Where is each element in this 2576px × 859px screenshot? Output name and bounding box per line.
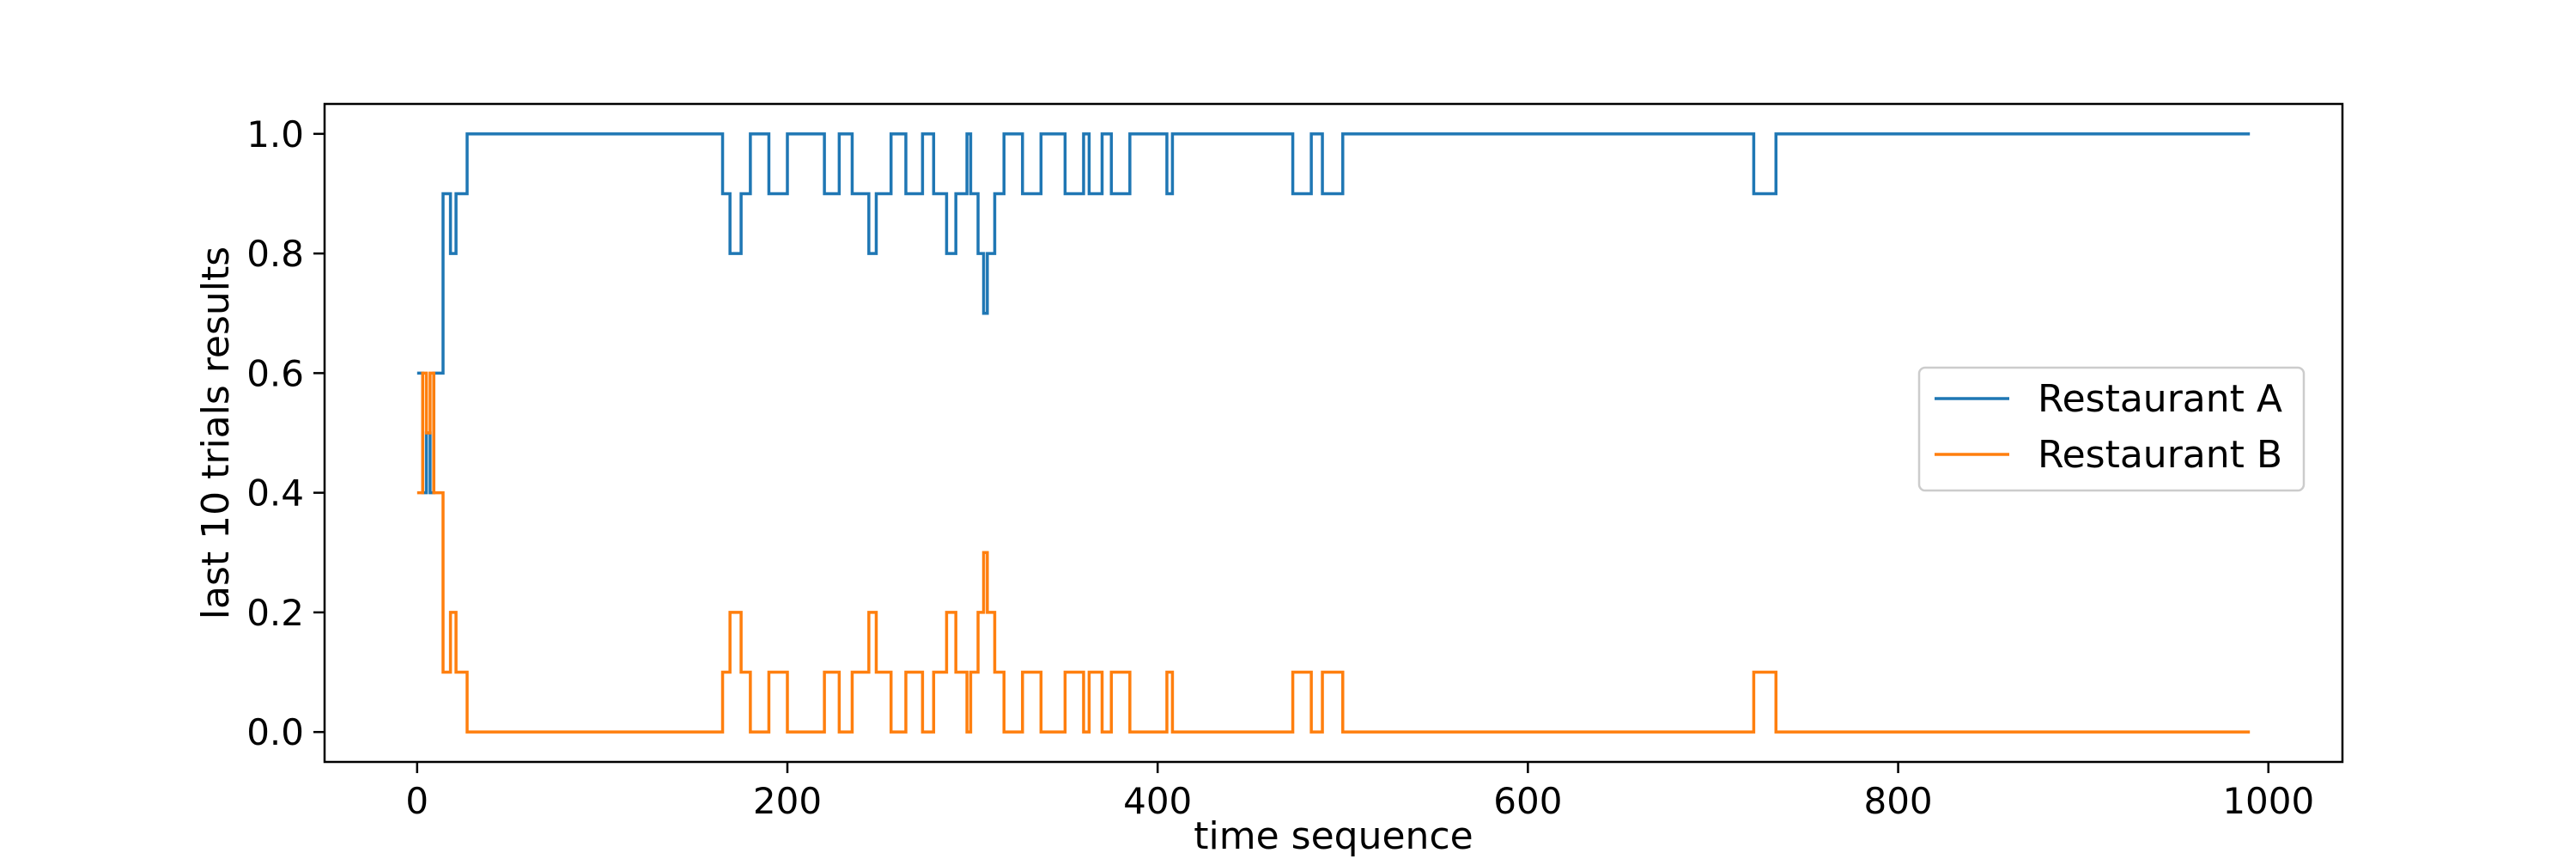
- series-line-1: [416, 132, 2251, 495]
- x-tick-label: 1000: [2222, 780, 2314, 822]
- x-tick-label: 200: [753, 780, 822, 822]
- series-layer: [416, 132, 2251, 734]
- legend: Restaurant A Restaurant B: [1917, 366, 2306, 492]
- legend-box: [1917, 366, 2306, 492]
- y-tick-label: 1.0: [246, 113, 304, 155]
- legend-label: Restaurant A: [2038, 377, 2282, 421]
- x-tick-label: 800: [1863, 780, 1932, 822]
- y-axis: 0.0 0.2 0.4 0.6 0.8 1.0: [246, 113, 325, 753]
- legend-label: Restaurant B: [2038, 433, 2282, 477]
- y-tick-label: 0.6: [246, 352, 304, 394]
- y-tick-label: 0.2: [246, 592, 304, 634]
- series-line-2: [416, 371, 2251, 734]
- y-tick-label: 0.4: [246, 472, 304, 515]
- x-tick-label: 0: [405, 780, 428, 822]
- y-tick-label: 0.8: [246, 233, 304, 275]
- x-axis-label: time sequence: [1194, 814, 1473, 858]
- plot-frame: [323, 102, 2344, 764]
- x-tick-label: 600: [1493, 780, 1562, 822]
- x-axis: 0 200 400 600 800 1000: [405, 762, 2314, 822]
- y-axis-label: last 10 trials results: [194, 247, 238, 619]
- y-tick-label: 0.0: [246, 711, 304, 753]
- x-tick-label: 400: [1123, 780, 1192, 822]
